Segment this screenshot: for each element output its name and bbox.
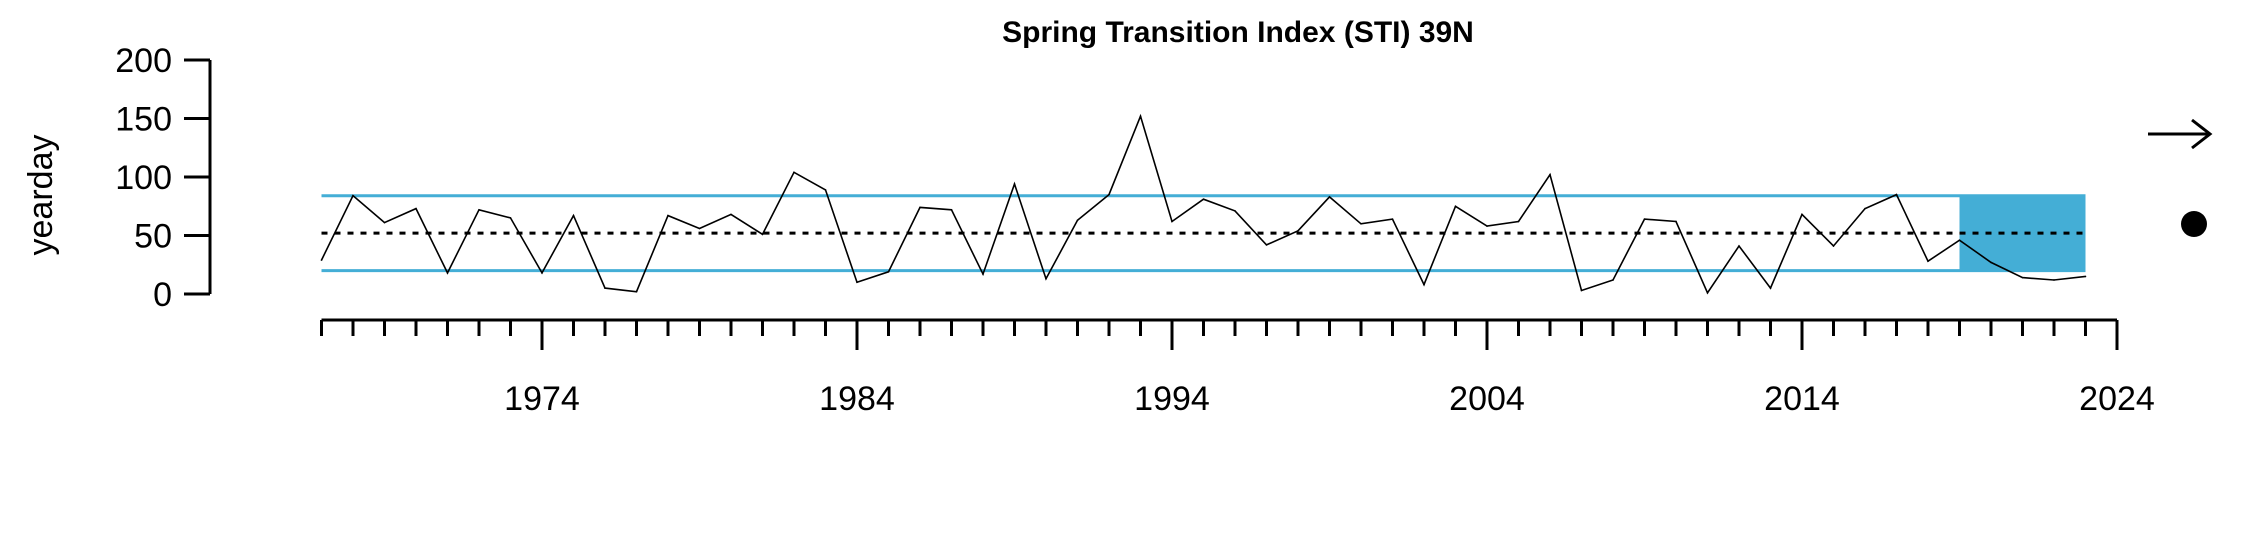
data-point-2001: [1391, 218, 1394, 220]
data-point-2004: [1486, 225, 1488, 227]
data-point-2012: [1738, 245, 1740, 247]
data-point-2020: [1990, 261, 1992, 264]
data-point-1975: [572, 214, 575, 217]
y-tick-label-200: 200: [115, 42, 172, 80]
data-point-2008: [1612, 279, 1614, 281]
data-point-2009: [1643, 218, 1646, 220]
data-point-1990: [1045, 277, 1047, 280]
data-point-1998: [1297, 230, 1299, 232]
data-point-1977: [635, 290, 638, 293]
y-axis-label: yearday: [22, 135, 60, 256]
data-point-2015: [1832, 245, 1835, 247]
data-point-2022: [2053, 279, 2055, 281]
x-tick-label-2014: 2014: [1764, 380, 1840, 418]
data-point-1992: [1108, 193, 1110, 196]
data-point-2007: [1580, 289, 1583, 292]
y-tick-label-50: 50: [134, 218, 172, 256]
data-point-1991: [1076, 219, 1079, 222]
data-point-1981: [761, 233, 764, 236]
data-point-2018: [1927, 260, 1929, 263]
data-point-2006: [1549, 173, 1551, 176]
trend-arrow-icon: [2148, 118, 2213, 150]
data-point-1994: [1171, 220, 1173, 223]
data-point-1987: [950, 208, 953, 211]
x-tick-label-1974: 1974: [504, 380, 580, 418]
data-point-1985: [887, 270, 890, 273]
data-point-1997: [1265, 244, 1268, 246]
x-axis: 1974 1984 1994 2004 2014 2024: [320, 318, 2155, 418]
data-point-2013: [1769, 287, 1772, 289]
data-point-1996: [1234, 210, 1236, 212]
data-point-1986: [919, 206, 921, 209]
x-tick-label-1994: 1994: [1134, 380, 1210, 418]
x-tick-label-2004: 2004: [1449, 380, 1525, 418]
band-layer: [321, 194, 2086, 273]
y-axis: 0 50 100 150 200: [115, 42, 212, 314]
data-point-2010: [1675, 220, 1677, 223]
data-point-1969: [383, 221, 386, 224]
data-point-1980: [730, 213, 732, 216]
data-point-1967: [320, 259, 323, 261]
y-tick-label-0: 0: [153, 276, 172, 314]
x-tick-label-2024: 2024: [2079, 380, 2155, 418]
data-point-1995: [1202, 198, 1205, 201]
data-point-1988: [982, 273, 984, 275]
data-point-1984: [856, 281, 858, 284]
data-point-1972: [478, 208, 480, 211]
data-point-1973: [509, 217, 512, 219]
mean-symbol-icon: [2181, 211, 2207, 237]
data-point-2017: [1895, 193, 1898, 196]
y-tick-label-100: 100: [115, 159, 172, 197]
y-tick-label-150: 150: [115, 101, 172, 139]
data-point-2000: [1360, 223, 1362, 225]
data-point-2003: [1454, 205, 1457, 208]
data-point-2016: [1864, 207, 1866, 210]
series-line: [320, 113, 2086, 295]
data-point-2021: [2021, 276, 2024, 279]
data-point-1978: [667, 214, 669, 217]
data-point-2011: [1706, 292, 1709, 294]
data-point-2014: [1801, 213, 1803, 216]
data-point-1983: [824, 189, 827, 191]
data-point-2002: [1423, 283, 1425, 286]
data-point-2019: [1958, 239, 1961, 241]
data-point-1993: [1139, 115, 1142, 117]
chart-title: Spring Transition Index (STI) 39N: [1002, 16, 1474, 49]
data-point-1989: [1013, 183, 1016, 185]
data-point-2005: [1517, 220, 1520, 223]
data-point-2023: [2084, 275, 2087, 278]
data-point-1982: [793, 171, 795, 174]
x-tick-label-1984: 1984: [819, 380, 895, 418]
series-layer: [320, 113, 2087, 295]
data-point-1968: [352, 194, 354, 197]
data-point-1979: [698, 227, 701, 230]
data-point-1970: [415, 207, 417, 210]
data-point-1974: [541, 272, 543, 274]
data-point-1999: [1328, 196, 1331, 198]
data-point-1971: [446, 272, 449, 274]
data-point-1976: [604, 287, 606, 289]
